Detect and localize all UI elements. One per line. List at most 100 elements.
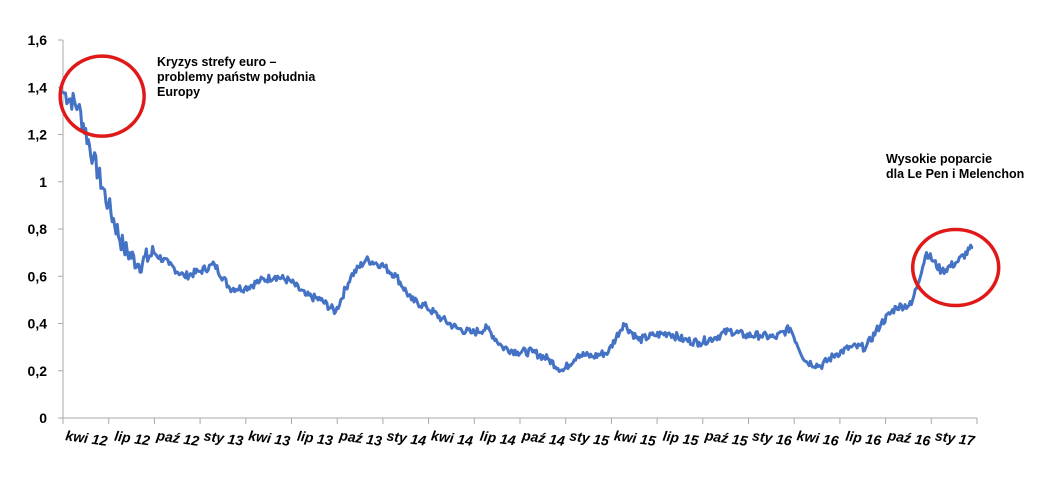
data-point: [561, 369, 565, 372]
data-point: [304, 293, 307, 297]
data-point: [152, 251, 156, 254]
data-point: [228, 286, 231, 290]
data-point: [455, 327, 459, 330]
data-point: [76, 104, 80, 108]
data-point: [319, 298, 322, 302]
data-point: [592, 355, 595, 358]
data-point: [834, 353, 837, 356]
data-point: [546, 357, 549, 361]
y-tick-label: 1,2: [28, 127, 48, 143]
data-point: [243, 286, 246, 290]
x-tick-label: lip 13: [296, 428, 334, 449]
x-tick-label: paź 13: [337, 427, 383, 449]
data-point: [804, 360, 807, 363]
data-point: [531, 350, 534, 354]
data-point: [107, 204, 110, 207]
x-tick-label: lip 14: [479, 428, 517, 449]
data-point: [925, 251, 928, 254]
x-tick-label: sty 14: [386, 427, 428, 448]
data-point: [379, 263, 383, 266]
data-point: [879, 322, 883, 325]
data-point: [895, 305, 898, 309]
y-tick-label: 1,4: [28, 79, 48, 95]
data-point: [122, 246, 125, 250]
data-point: [819, 364, 822, 368]
highlight-circle-euro-crisis: [58, 54, 146, 138]
data-point: [970, 246, 974, 250]
data-point: [849, 345, 852, 349]
data-point: [955, 260, 959, 264]
data-point: [289, 279, 292, 283]
y-tick-label: 0,8: [28, 221, 48, 237]
data-point: [334, 310, 337, 313]
data-point: [698, 341, 701, 344]
x-tick-label: lip 12: [113, 428, 151, 449]
data-point: [758, 334, 762, 337]
data-point: [213, 263, 216, 266]
highlight-layer: [58, 54, 1001, 308]
data-point: [940, 270, 943, 273]
data-point: [425, 305, 428, 309]
x-tick-label: kwi 16: [796, 427, 840, 449]
y-tick-label: 0,2: [28, 363, 48, 379]
y-tick-labels: 0 0,2 0,4 0,6 0,8 1 1,2 1,4 1,6: [28, 32, 48, 426]
x-tick-label: paź 12: [155, 427, 201, 449]
annotation-le-pen-melenchon: Wysokie poparcie dla Le Pen i Melenchon: [886, 152, 1025, 181]
data-point: [167, 263, 171, 266]
highlight-circle-le-pen: [910, 227, 1001, 308]
data-point: [516, 350, 519, 354]
data-point: [607, 350, 610, 354]
data-point: [395, 275, 398, 278]
data-point: [652, 334, 656, 337]
x-tick-label: kwi 15: [613, 427, 657, 449]
x-tick-label: sty 15: [568, 427, 610, 448]
data-point: [501, 345, 504, 349]
data-point: [364, 258, 368, 261]
data-point: [440, 317, 443, 320]
data-point: [637, 338, 640, 342]
data-point: [61, 90, 65, 94]
x-tick-label: sty 17: [934, 427, 977, 449]
data-point: [743, 334, 746, 337]
data-point: [183, 275, 186, 278]
data-point: [273, 275, 277, 278]
data-point: [486, 327, 489, 330]
data-point: [728, 329, 731, 332]
x-tick-label: kwi 14: [430, 427, 474, 449]
x-tick-label: paź 16: [886, 427, 932, 449]
x-tick-label: lip 15: [662, 428, 700, 449]
data-point: [137, 263, 140, 266]
data-point: [198, 270, 201, 273]
x-tick-label: paź 15: [703, 427, 749, 449]
data-point: [622, 322, 625, 325]
data-point: [349, 275, 353, 278]
data-point: [258, 279, 262, 283]
x-axis: [62, 417, 978, 424]
data-point: [773, 336, 777, 339]
data-point: [470, 331, 474, 335]
data-point: [576, 353, 580, 356]
y-tick-label: 1: [39, 174, 47, 190]
data-point: [864, 345, 868, 349]
data-point: [682, 338, 686, 342]
data-point: [410, 298, 413, 302]
y-tick-label: 1,6: [28, 32, 48, 48]
y-tick-label: 0: [39, 410, 47, 426]
y-tick-label: 0,4: [28, 316, 48, 332]
series-layer: [61, 90, 974, 373]
series-line: [61, 90, 974, 373]
data-point: [789, 327, 792, 330]
x-tick-label: sty 16: [751, 427, 793, 448]
x-tick-label: kwi 13: [247, 427, 291, 449]
data-point: [713, 336, 716, 339]
x-tick-label: paź 14: [520, 427, 566, 449]
x-tick-label: sty 13: [203, 427, 245, 448]
x-tick-labels: kwi 12 lip 12 paź 12 sty 13 kwi 13 lip 13 paź …: [65, 427, 977, 449]
data-point: [910, 303, 913, 306]
data-point: [667, 331, 671, 335]
annotation-euro-crisis: Kryzys strefy euro – problemy państw poł…: [157, 55, 316, 99]
x-tick-label: kwi 12: [65, 427, 109, 449]
data-point: [92, 156, 95, 160]
x-tick-label: lip 16: [845, 428, 883, 449]
